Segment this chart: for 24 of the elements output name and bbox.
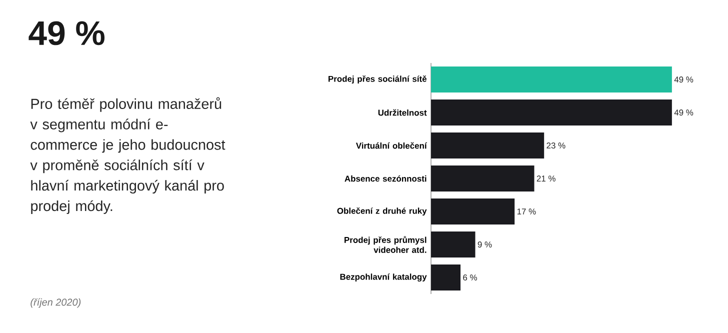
y-tick-label: Oblečení z druhé ruky — [337, 207, 427, 216]
bar — [431, 66, 672, 93]
data-label: 9 % — [478, 242, 492, 248]
y-tick-label: Absence sezónnosti — [344, 175, 426, 182]
bar — [431, 232, 476, 258]
bar — [431, 198, 515, 225]
data-label: 49 % — [674, 110, 694, 116]
y-tick-label: Udržitelnost — [378, 109, 427, 116]
bar — [431, 264, 461, 291]
data-label: 23 % — [546, 142, 566, 148]
y-tick-label: Prodej přes průmysl videoher atd. — [344, 236, 426, 253]
y-tick-label: Virtuální oblečení — [356, 142, 428, 149]
text: Pro téměř polovinu manažerů v segmentu módní e-commerce je jeho budoucnost v proměně sociálních sítí v hlavní marketingový kanál pro prodej módy. — [30, 97, 226, 214]
data-label: 6 % — [463, 274, 477, 280]
bar — [431, 100, 672, 126]
data-label: 49 % — [674, 76, 694, 83]
data-label: 17 % — [517, 208, 536, 214]
text: (říjen 2020) — [30, 298, 81, 308]
y-tick-label: Bezpohlavní katalogy — [340, 273, 427, 282]
bar — [431, 132, 544, 159]
bar — [431, 166, 534, 192]
y-tick-label: Prodej přes sociální sítě — [328, 75, 427, 84]
data-label: 21 % — [536, 176, 556, 182]
text: 49 % — [28, 21, 104, 46]
